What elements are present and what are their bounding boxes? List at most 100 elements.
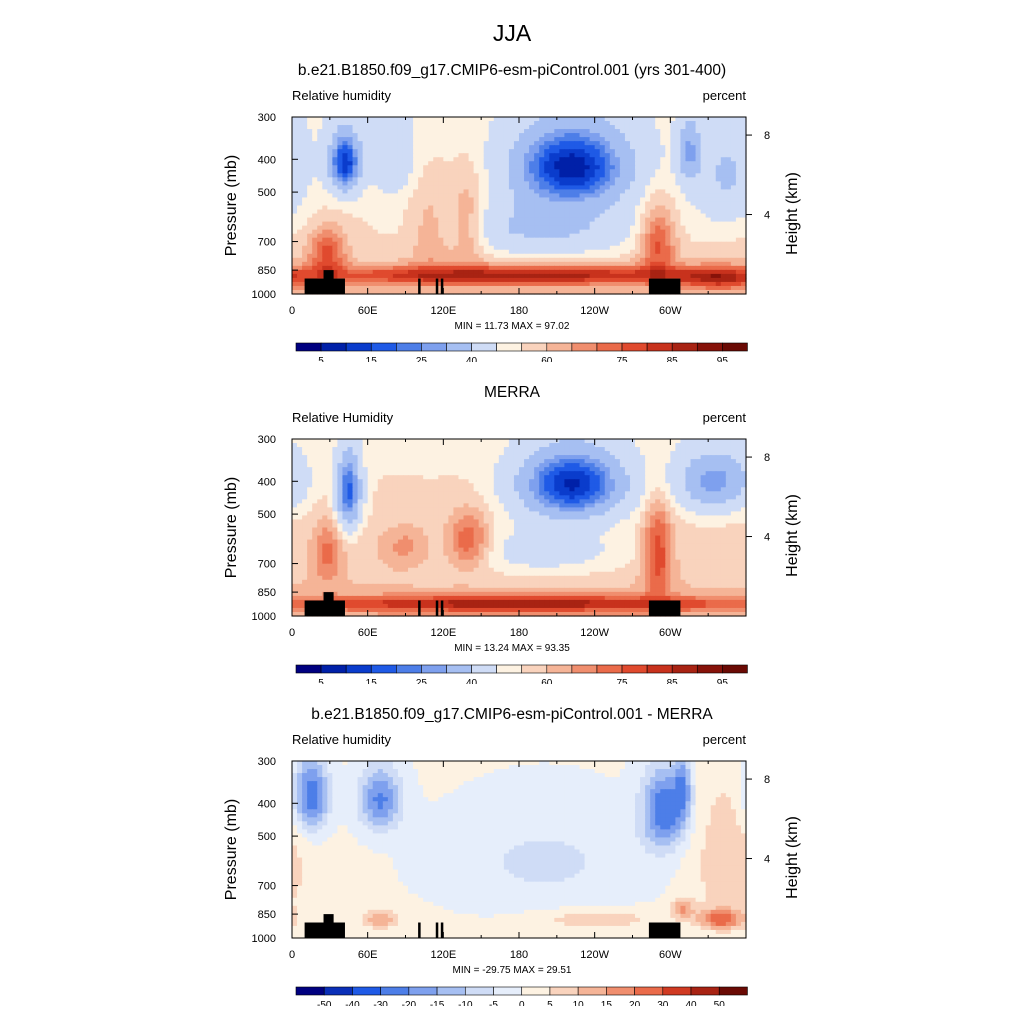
colorbar-swatch — [722, 343, 747, 351]
contour-cell — [620, 455, 626, 460]
contour-cell — [514, 270, 520, 275]
contour-cell — [342, 226, 348, 231]
contour-cell — [706, 137, 712, 142]
contour-cell — [317, 181, 323, 186]
contour-cell — [342, 157, 348, 162]
contour-cell — [408, 475, 414, 480]
contour-cell — [363, 129, 369, 134]
contour-cell — [297, 197, 303, 202]
contour-cell — [615, 165, 621, 170]
contour-cell — [347, 455, 353, 460]
contour-cell — [428, 157, 434, 162]
colorbar-label: 75 — [616, 356, 628, 362]
contour-cell — [544, 250, 550, 255]
contour-cell — [368, 286, 374, 291]
contour-cell — [731, 230, 737, 235]
contour-cell — [383, 274, 389, 279]
contour-cell — [317, 451, 323, 456]
contour-cell — [469, 270, 475, 275]
contour-cell — [312, 270, 318, 275]
contour-cell — [514, 451, 520, 456]
contour-cell — [670, 242, 676, 247]
contour-cell — [675, 181, 681, 186]
contour-cell — [317, 274, 323, 279]
contour-cell — [383, 214, 389, 219]
contour-cell — [453, 250, 459, 255]
contour-cell — [413, 266, 419, 271]
contour-cell — [600, 222, 606, 227]
contour-cell — [524, 270, 530, 275]
contour-cell — [685, 210, 691, 215]
contour-cell — [317, 475, 323, 480]
contour-cell — [484, 185, 490, 190]
contour-cell — [342, 125, 348, 130]
contour-cell — [731, 250, 737, 255]
contour-cell — [554, 125, 560, 130]
contour-cell — [373, 177, 379, 182]
contour-cell — [650, 117, 656, 122]
contour-cell — [726, 161, 732, 166]
contour-cell — [408, 214, 414, 219]
contour-cell — [342, 262, 348, 267]
contour-cell — [691, 459, 697, 464]
x-tick-label: 120W — [580, 305, 609, 317]
contour-cell — [342, 246, 348, 251]
contour-cell — [453, 230, 459, 235]
contour-cell — [630, 467, 636, 472]
contour-cell — [625, 455, 631, 460]
contour-cell — [615, 439, 621, 444]
contour-cell — [438, 137, 444, 142]
contour-cell — [504, 455, 510, 460]
contour-cell — [645, 193, 651, 198]
contour-cell — [342, 266, 348, 271]
contour-cell — [605, 214, 611, 219]
contour-cell — [685, 181, 691, 186]
contour-cell — [448, 177, 454, 182]
contour-cell — [353, 238, 359, 243]
contour-cell — [428, 210, 434, 215]
contour-cell — [655, 463, 661, 468]
contour-cell — [423, 193, 429, 198]
contour-cell — [448, 193, 454, 198]
contour-cell — [373, 129, 379, 134]
contour-cell — [519, 234, 525, 239]
contour-cell — [696, 149, 702, 154]
contour-cell — [559, 201, 565, 206]
contour-cell — [670, 459, 676, 464]
contour-cell — [711, 129, 717, 134]
contour-cell — [660, 222, 666, 227]
contour-cell — [418, 173, 424, 178]
contour-cell — [474, 141, 480, 146]
contour-cell — [640, 169, 646, 174]
contour-cell — [428, 274, 434, 279]
contour-cell — [675, 467, 681, 472]
contour-cell — [418, 145, 424, 150]
contour-cell — [529, 214, 535, 219]
contour-cell — [479, 206, 485, 211]
contour-cell — [544, 254, 550, 259]
contour-cell — [378, 282, 384, 287]
contour-cell — [484, 206, 490, 211]
contour-cell — [368, 455, 374, 460]
contour-cell — [363, 185, 369, 190]
contour-cell — [353, 157, 359, 162]
contour-cell — [625, 125, 631, 130]
contour-cell — [620, 173, 626, 178]
contour-cell — [514, 161, 520, 166]
contour-cell — [580, 266, 586, 271]
contour-cell — [519, 286, 525, 291]
contour-cell — [685, 214, 691, 219]
contour-cell — [685, 117, 691, 122]
contour-cell — [378, 467, 384, 472]
contour-cell — [322, 201, 328, 206]
contour-cell — [549, 210, 555, 215]
contour-cell — [433, 206, 439, 211]
contour-cell — [635, 117, 641, 122]
contour-cell — [559, 181, 565, 186]
contour-cell — [539, 471, 545, 476]
contour-cell — [368, 278, 374, 283]
contour-cell — [433, 165, 439, 170]
contour-cell — [721, 270, 727, 275]
contour-cell — [519, 177, 525, 182]
contour-cell — [580, 439, 586, 444]
